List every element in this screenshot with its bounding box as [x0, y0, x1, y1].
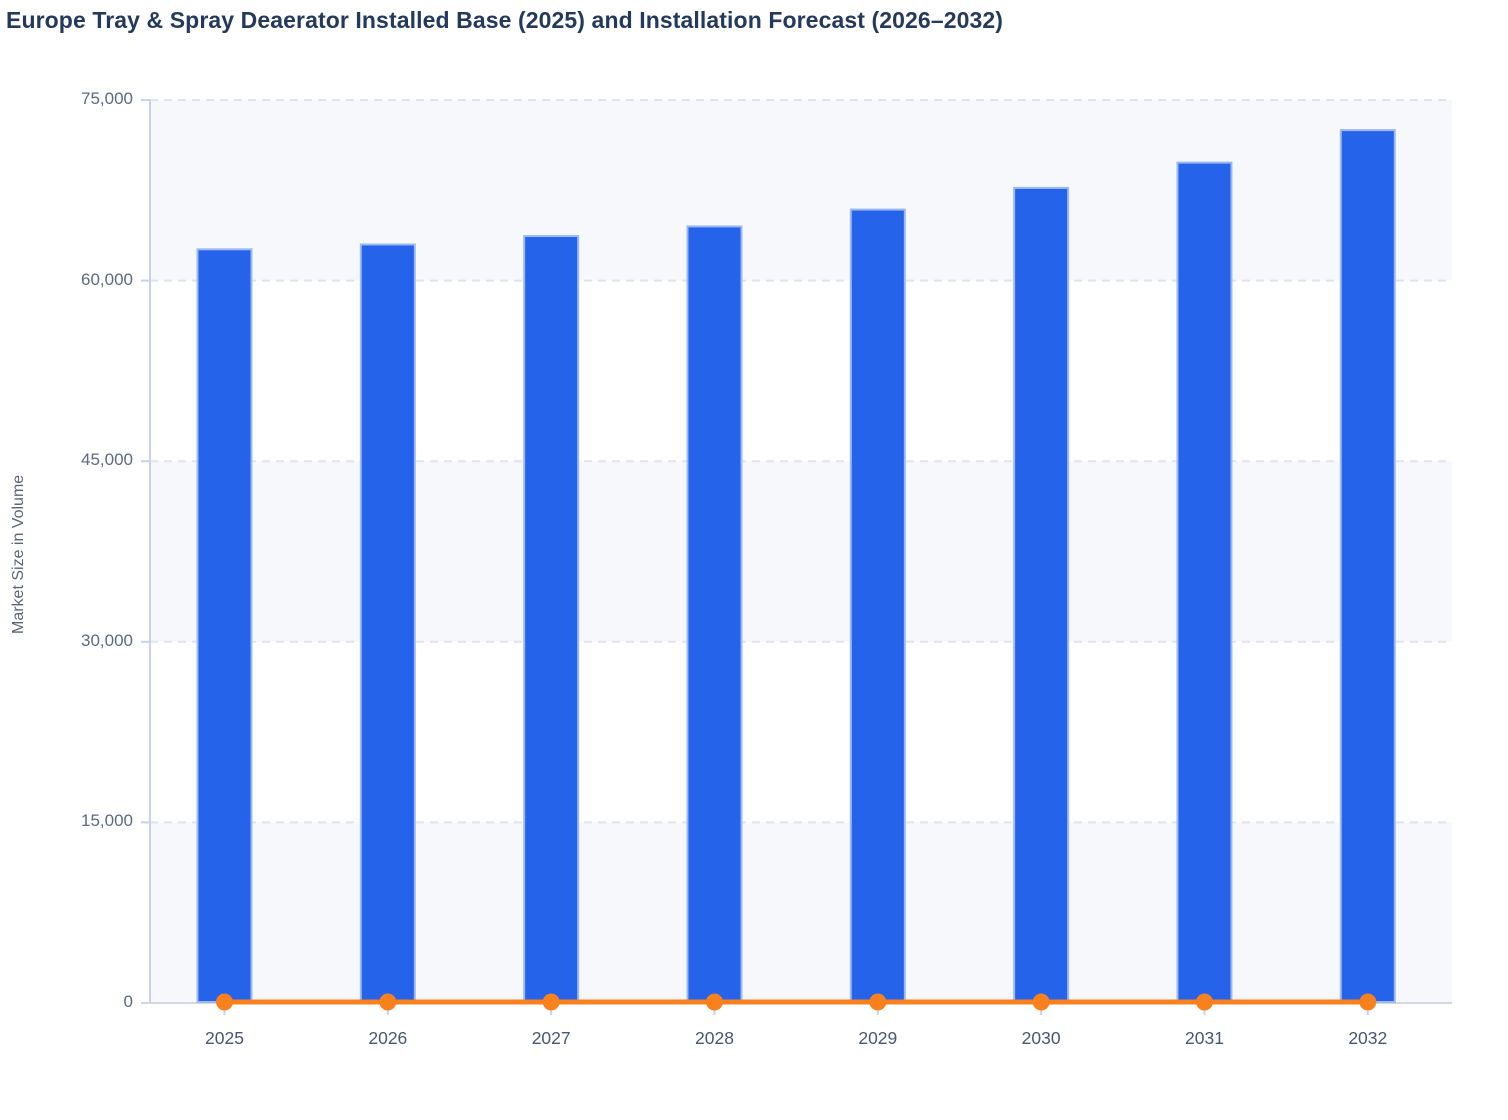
- bar-2028[interactable]: [686, 225, 743, 1004]
- y-tick-label: 45,000: [81, 450, 133, 470]
- bar-2031[interactable]: [1176, 161, 1233, 1004]
- line-marker-2030[interactable]: [1032, 993, 1050, 1011]
- x-tick-label-2025: 2025: [205, 1028, 244, 1048]
- x-tick-label-2032: 2032: [1348, 1028, 1388, 1048]
- line-marker-2026[interactable]: [379, 993, 397, 1011]
- plot-band: [150, 100, 1452, 281]
- line-marker-2025[interactable]: [216, 993, 233, 1011]
- bar-2030[interactable]: [1013, 186, 1070, 1003]
- bar-2032[interactable]: [1339, 129, 1396, 1004]
- bar-2029[interactable]: [849, 208, 906, 1003]
- x-tick-label-2028: 2028: [695, 1028, 734, 1048]
- x-tick-label-2026: 2026: [368, 1028, 408, 1048]
- line-marker-2031[interactable]: [1195, 993, 1213, 1011]
- x-tick-label-2031: 2031: [1185, 1028, 1224, 1048]
- x-tick-label-2030: 2030: [1021, 1028, 1061, 1048]
- plot-band: [150, 461, 1452, 642]
- chart-title: Europe Tray & Spray Deaerator Installed …: [6, 7, 1004, 33]
- line-marker-2028[interactable]: [705, 993, 723, 1011]
- line-marker-2027[interactable]: [542, 993, 560, 1011]
- bar-2026[interactable]: [359, 243, 416, 1004]
- line-marker-2032[interactable]: [1359, 993, 1377, 1011]
- bar-2027[interactable]: [523, 235, 580, 1003]
- line-marker-2029[interactable]: [869, 993, 887, 1011]
- bar-2025[interactable]: [196, 248, 253, 1003]
- y-tick-label: 15,000: [81, 811, 133, 831]
- y-tick-label: 60,000: [81, 269, 133, 289]
- plot-band: [150, 822, 1452, 1003]
- y-tick-label: 30,000: [81, 630, 133, 650]
- x-tick-label-2029: 2029: [858, 1028, 898, 1048]
- y-tick-label: 0: [123, 992, 133, 1011]
- x-tick-label-2027: 2027: [531, 1028, 571, 1048]
- y-tick-label: 75,000: [81, 89, 133, 108]
